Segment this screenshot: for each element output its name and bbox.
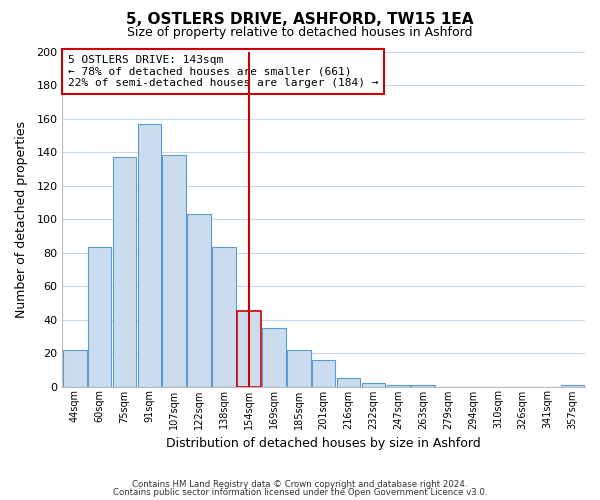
- Bar: [137, 124, 161, 386]
- Y-axis label: Number of detached properties: Number of detached properties: [15, 120, 28, 318]
- Text: Contains public sector information licensed under the Open Government Licence v3: Contains public sector information licen…: [113, 488, 487, 497]
- Text: 5, OSTLERS DRIVE, ASHFORD, TW15 1EA: 5, OSTLERS DRIVE, ASHFORD, TW15 1EA: [126, 12, 474, 28]
- Bar: [113, 157, 136, 386]
- X-axis label: Distribution of detached houses by size in Ashford: Distribution of detached houses by size …: [166, 437, 481, 450]
- Text: Size of property relative to detached houses in Ashford: Size of property relative to detached ho…: [127, 26, 473, 39]
- Bar: [561, 385, 584, 386]
- Bar: [312, 360, 335, 386]
- Bar: [163, 156, 186, 386]
- Text: Contains HM Land Registry data © Crown copyright and database right 2024.: Contains HM Land Registry data © Crown c…: [132, 480, 468, 489]
- Bar: [412, 385, 435, 386]
- Bar: [63, 350, 86, 387]
- Bar: [262, 328, 286, 386]
- Text: 5 OSTLERS DRIVE: 143sqm
← 78% of detached houses are smaller (661)
22% of semi-d: 5 OSTLERS DRIVE: 143sqm ← 78% of detache…: [68, 55, 378, 88]
- Bar: [187, 214, 211, 386]
- Bar: [237, 311, 261, 386]
- Bar: [287, 350, 311, 387]
- Bar: [386, 385, 410, 386]
- Bar: [212, 248, 236, 386]
- Bar: [88, 248, 112, 386]
- Bar: [362, 383, 385, 386]
- Bar: [337, 378, 361, 386]
